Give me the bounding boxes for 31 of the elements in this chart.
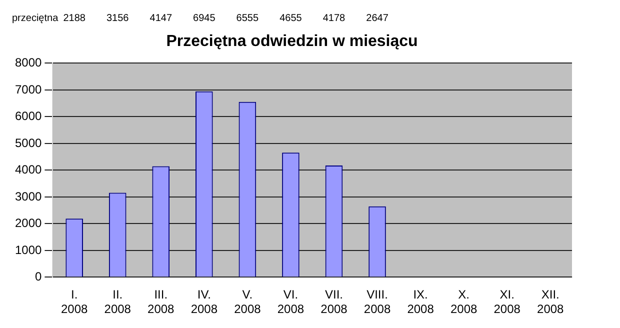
data-label: 6945 (193, 12, 216, 24)
x-tick-label: VIII. 2008 (364, 288, 391, 316)
data-label: 6555 (236, 12, 259, 24)
chart-title: Przeciętna odwiedzin w miesiącu (166, 33, 418, 50)
y-tick-label: 7000 (14, 82, 42, 96)
y-tick-label: 6000 (14, 109, 42, 124)
x-tick-label: VII. 2008 (320, 288, 348, 316)
data-label: 2188 (63, 12, 86, 24)
x-tick-label: VI. 2008 (277, 288, 304, 316)
x-tick-label: IV. 2008 (190, 288, 218, 316)
y-tick-label: 1000 (14, 242, 42, 257)
y-tick-label: 2000 (14, 216, 42, 230)
data-label: 2647 (366, 12, 389, 24)
y-tick-label: 4000 (14, 162, 42, 177)
y-tick-label: 8000 (14, 56, 42, 70)
text: przeciętna (12, 12, 59, 24)
x-tick-label: I. 2008 (60, 288, 88, 316)
data-label: 3156 (106, 12, 130, 24)
x-tick-label: XI. 2008 (494, 288, 521, 316)
x-tick-label: IX. 2008 (407, 288, 434, 316)
data-label: 4178 (322, 12, 346, 24)
x-tick-label: V. 2008 (234, 288, 262, 316)
data-label: 4147 (150, 12, 172, 24)
data-label: 4655 (280, 12, 302, 24)
x-tick-label: III. 2008 (148, 288, 175, 316)
y-tick-label: 3000 (14, 189, 42, 204)
x-tick-label: II. 2008 (104, 288, 132, 316)
y-tick-label: 0 (35, 270, 42, 284)
x-tick-label: XII. 2008 (537, 288, 564, 316)
x-tick-label: X. 2008 (450, 288, 478, 316)
y-tick-label: 5000 (14, 136, 42, 150)
